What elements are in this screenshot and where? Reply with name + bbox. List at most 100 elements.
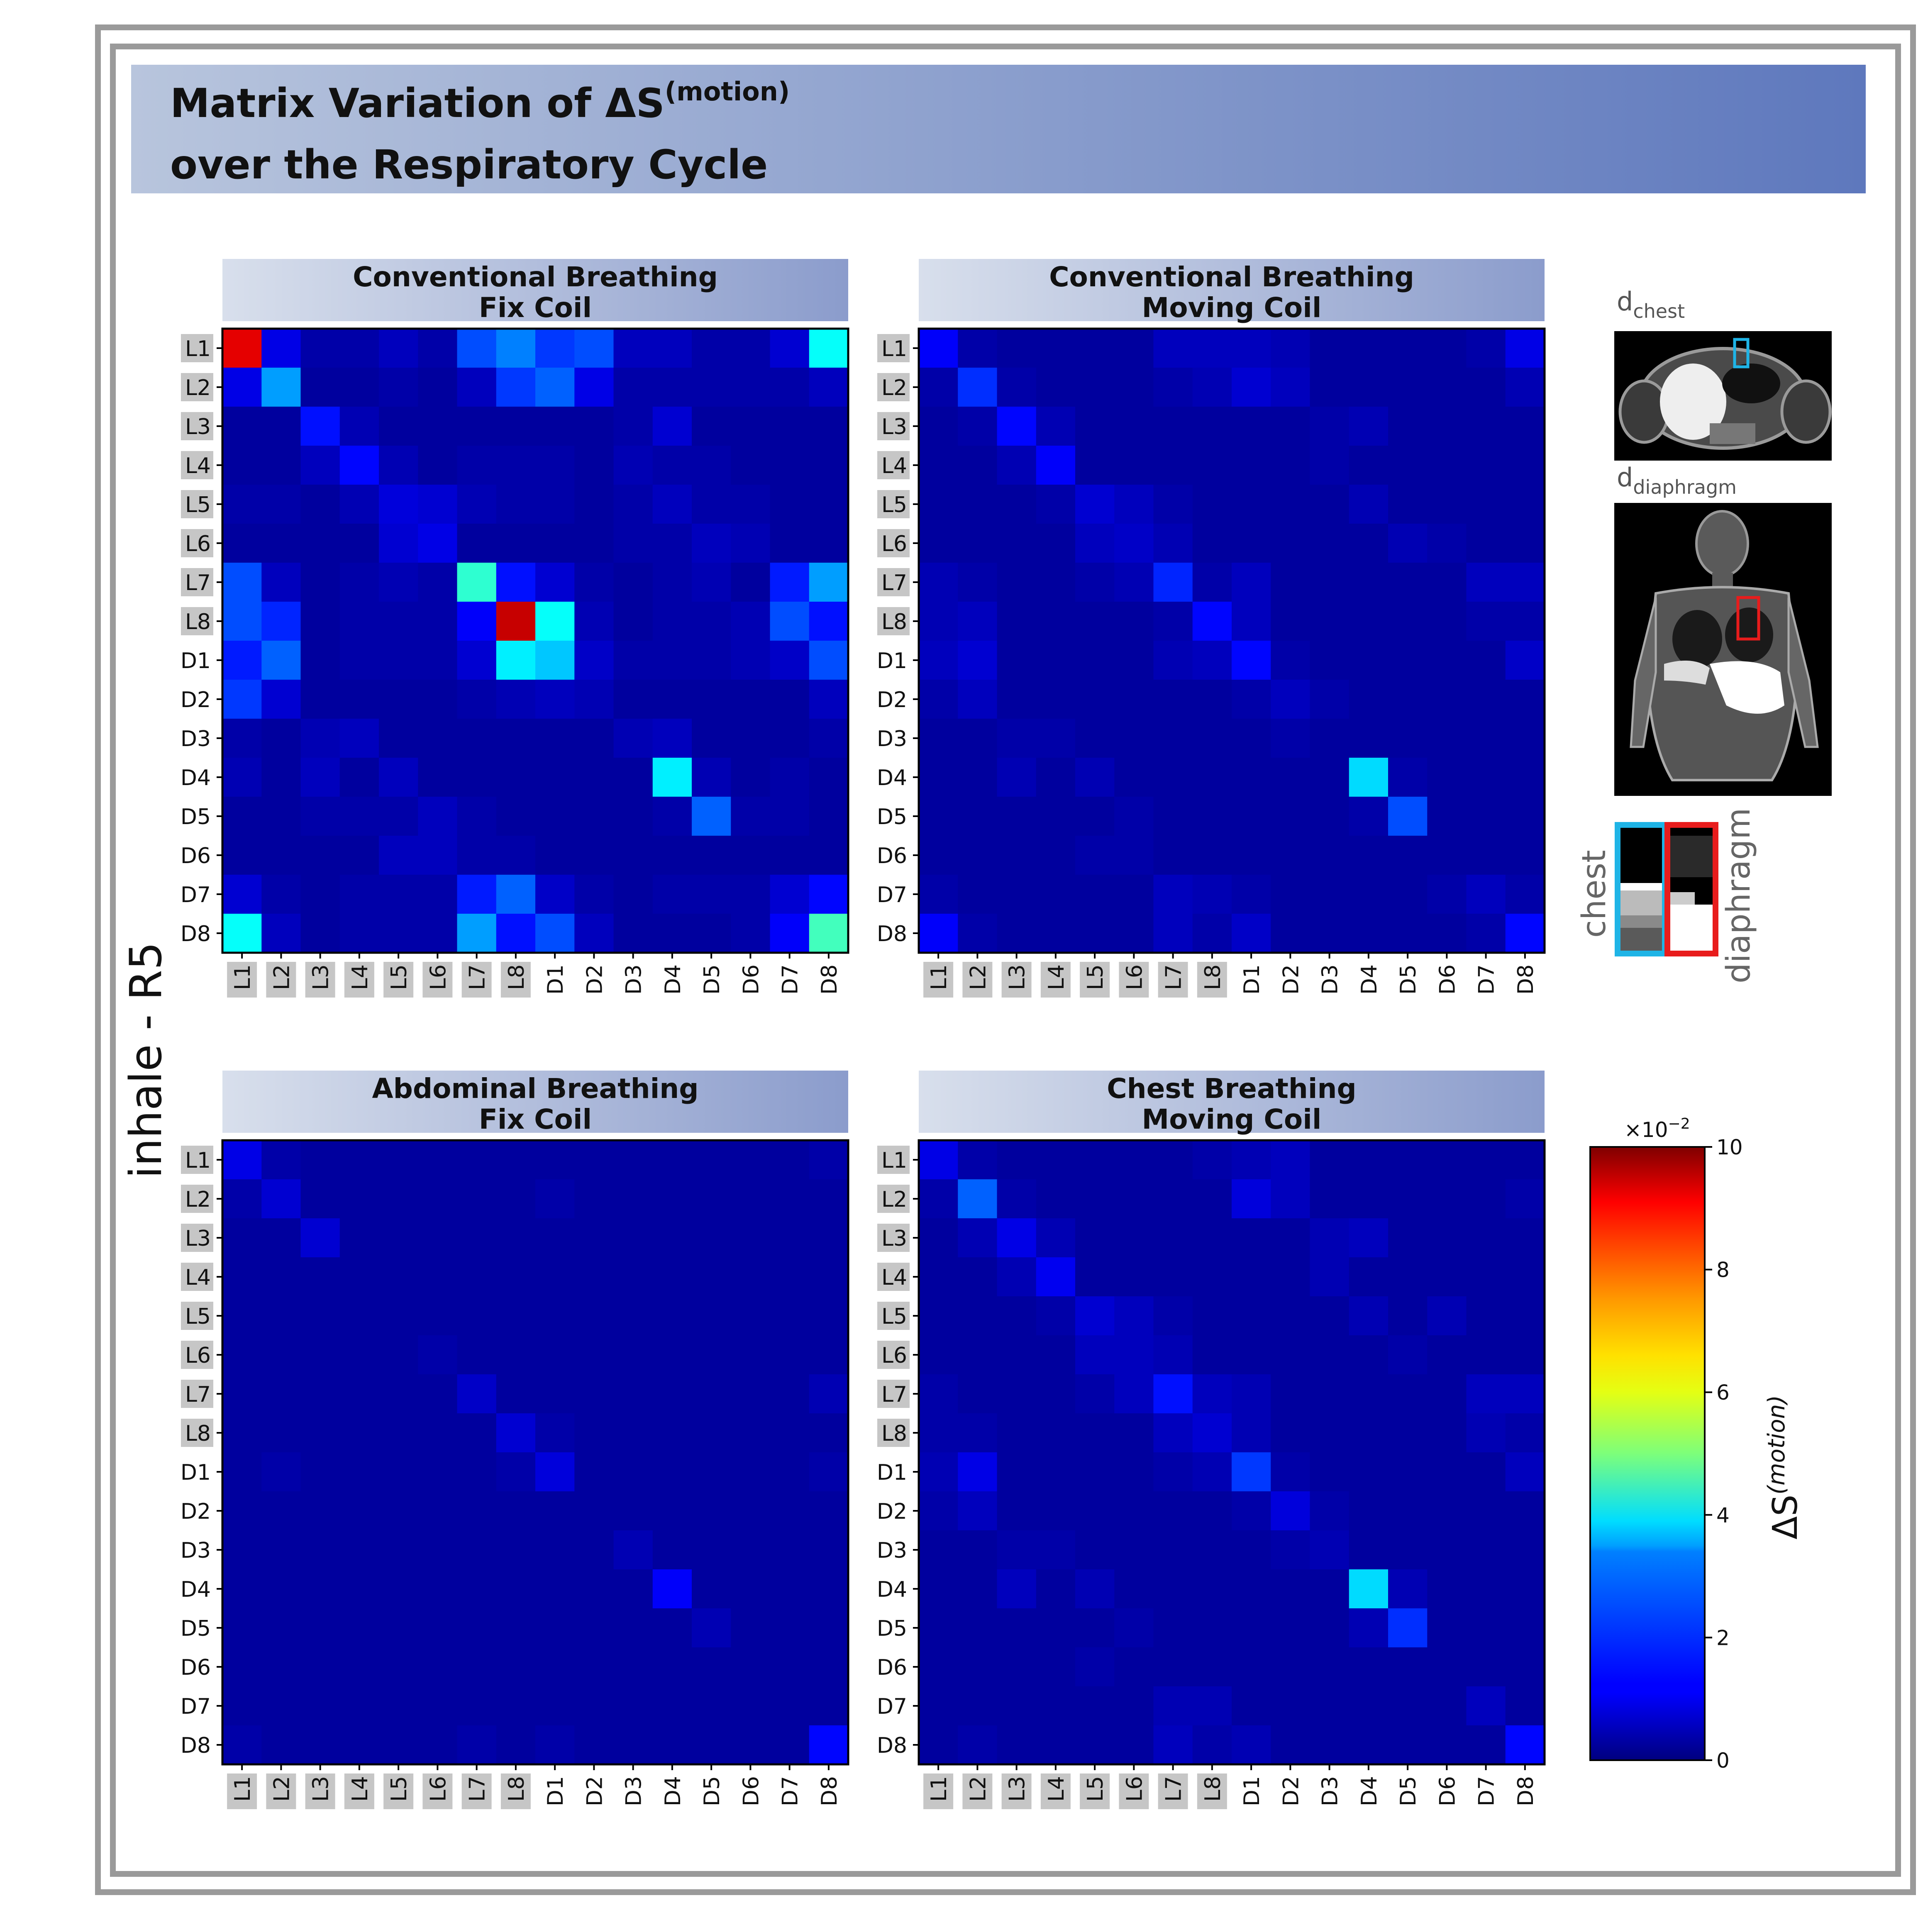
heatmap-cell-L2-D1 <box>1232 368 1271 407</box>
heatmap-cell-D3-D6 <box>731 1530 771 1570</box>
heatmap-cell-D5-D6 <box>1427 797 1467 836</box>
heatmap-cell-L7-D4 <box>652 1374 692 1414</box>
heatmap-cell-L3-D3 <box>613 1218 653 1258</box>
heatmap-cell-L1-D4 <box>1349 1140 1389 1180</box>
y-tick-highlight <box>181 1146 213 1174</box>
heatmap-cell-D2-L8 <box>1192 680 1232 719</box>
heatmap-cell-D8-L6 <box>1114 914 1154 953</box>
heatmap-cell-L8-L7 <box>457 602 497 641</box>
x-tick-label-L4: L4 <box>1044 1776 1069 1802</box>
heatmap-cell-D8-L1 <box>919 1725 958 1765</box>
panel-title-line2: Moving Coil <box>1142 1103 1322 1135</box>
heatmap-cell-D2-D1 <box>1232 680 1271 719</box>
heatmap-cell-D1-D2 <box>574 1452 614 1492</box>
heatmap-cell-L6-D8 <box>1505 524 1545 563</box>
heatmap-cell-D6-D4 <box>652 836 692 875</box>
heatmap-cell-D7-L1 <box>919 1686 958 1726</box>
heatmap-cell-L1-L8 <box>1192 1140 1232 1180</box>
heatmap-cell-D5-D4 <box>652 1608 692 1648</box>
x-tick-label-D6: D6 <box>739 1776 764 1806</box>
heatmap-cell-L3-L5 <box>379 407 418 446</box>
heatmap-cell-D1-L7 <box>457 641 497 680</box>
heatmap-cell-L8-L1 <box>919 1413 958 1453</box>
heatmap-cell-L7-D6 <box>1427 1374 1467 1414</box>
x-tick-label-L3: L3 <box>1005 1776 1030 1802</box>
heatmap-cell-L5-L1 <box>919 485 958 524</box>
heatmap-cell-L2-D2 <box>1271 368 1310 407</box>
heatmap-cell-L7-D6 <box>731 563 771 602</box>
heatmap-cell-D7-D8 <box>1505 875 1545 914</box>
y-tick-label-L1: L1 <box>881 337 907 361</box>
y-tick-label-D1: D1 <box>181 649 211 673</box>
heatmap-cell-D5-L3 <box>300 1608 340 1648</box>
heatmap-cell-L5-L1 <box>919 1296 958 1336</box>
heatmap-cell-D1-L4 <box>339 641 379 680</box>
heatmap-cell-L8-L6 <box>1114 602 1154 641</box>
heatmap-cell-D8-L1 <box>222 1725 262 1765</box>
heatmap-cell-D6-L8 <box>496 836 536 875</box>
heatmap-cell-D2-D8 <box>809 1491 849 1531</box>
heatmap-cell-L8-D3 <box>613 1413 653 1453</box>
chest-roi-inset <box>1615 822 1668 956</box>
heatmap-cell-L5-L5 <box>1075 485 1115 524</box>
heatmap-cell-D7-D6 <box>731 1686 771 1726</box>
y-tick-label-L2: L2 <box>881 376 907 400</box>
heatmap-cell-D3-L7 <box>1153 719 1193 758</box>
y-tick-label-L4: L4 <box>185 1265 211 1290</box>
heatmap-cell-D3-L5 <box>1075 1530 1115 1570</box>
y-tick-label-D2: D2 <box>181 1499 211 1524</box>
heatmap-cell-L6-D7 <box>770 524 810 563</box>
heatmap-cell-D7-D5 <box>1388 875 1428 914</box>
heatmap-cell-D2-D4 <box>652 680 692 719</box>
x-tick-label-L6: L6 <box>426 1776 451 1802</box>
heatmap-cell-D7-L3 <box>997 1686 1037 1726</box>
heatmap-cell-L1-D7 <box>770 1140 810 1180</box>
heatmap-cell-D3-D7 <box>1466 719 1506 758</box>
y-tick-highlight <box>181 334 213 362</box>
y-tick-label-D6: D6 <box>877 844 907 868</box>
row-label: inhale - R5 <box>120 942 171 1178</box>
heatmap-cell-L8-L6 <box>418 1413 458 1453</box>
heatmap-cell-L7-D5 <box>1388 1374 1428 1414</box>
heatmap-cell-L3-D1 <box>1232 407 1271 446</box>
heatmap-cell-L8-L5 <box>1075 1413 1115 1453</box>
y-tick-label-L8: L8 <box>881 1421 907 1446</box>
heatmap-cell-L1-D1 <box>535 1140 575 1180</box>
heatmap-cell-D7-L6 <box>1114 875 1154 914</box>
heatmap-cell-D8-D5 <box>1388 1725 1428 1765</box>
heatmap-cell-L6-L8 <box>1192 524 1232 563</box>
heatmap-cell-L7-D3 <box>613 563 653 602</box>
heatmap-cell-L4-L8 <box>1192 446 1232 485</box>
heatmap-cell-L8-L2 <box>261 1413 301 1453</box>
heatmap-cell-L2-L4 <box>1036 368 1076 407</box>
heatmap-cell-L7-L3 <box>300 563 340 602</box>
heatmap-cell-D2-D1 <box>1232 1491 1271 1531</box>
heatmap-cell-L3-D4 <box>1349 1218 1389 1258</box>
heatmap-cell-L6-L7 <box>457 1335 497 1375</box>
x-tick-label-D8: D8 <box>1513 1776 1538 1806</box>
heatmap-cell-D3-L4 <box>339 1530 379 1570</box>
heatmap-cell-L4-L5 <box>379 1257 418 1297</box>
heatmap-cell-D3-L2 <box>958 1530 998 1570</box>
heatmap-cell-D7-L5 <box>379 875 418 914</box>
heatmap-cell-L2-D4 <box>1349 1179 1389 1219</box>
heatmap-border <box>918 327 1546 954</box>
y-tick-highlight <box>181 1185 213 1213</box>
heatmap-cell-D7-D1 <box>1232 875 1271 914</box>
heatmap-cell-D8-L5 <box>1075 1725 1115 1765</box>
heatmap-cell-D4-L3 <box>997 1569 1037 1609</box>
heatmap-cell-L8-L5 <box>379 602 418 641</box>
heatmap-cell-L7-L4 <box>339 1374 379 1414</box>
heatmap-cell-D6-D1 <box>535 836 575 875</box>
x-tick-label-D8: D8 <box>1513 964 1538 995</box>
heatmap-cell-L8-D6 <box>1427 1413 1467 1453</box>
heatmap-cell-D1-L3 <box>997 1452 1037 1492</box>
heatmap-cell-L5-D6 <box>1427 485 1467 524</box>
x-tick-label-L5: L5 <box>1083 1776 1108 1802</box>
x-tick-label-L1: L1 <box>927 1776 952 1802</box>
heatmap-cell-D5-D5 <box>692 797 731 836</box>
heatmap-cell-D6-D5 <box>1388 836 1428 875</box>
heatmap-cell-D2-L5 <box>379 1491 418 1531</box>
heatmap-cell-D7-D3 <box>613 875 653 914</box>
x-tick-label-D8: D8 <box>817 1776 842 1806</box>
